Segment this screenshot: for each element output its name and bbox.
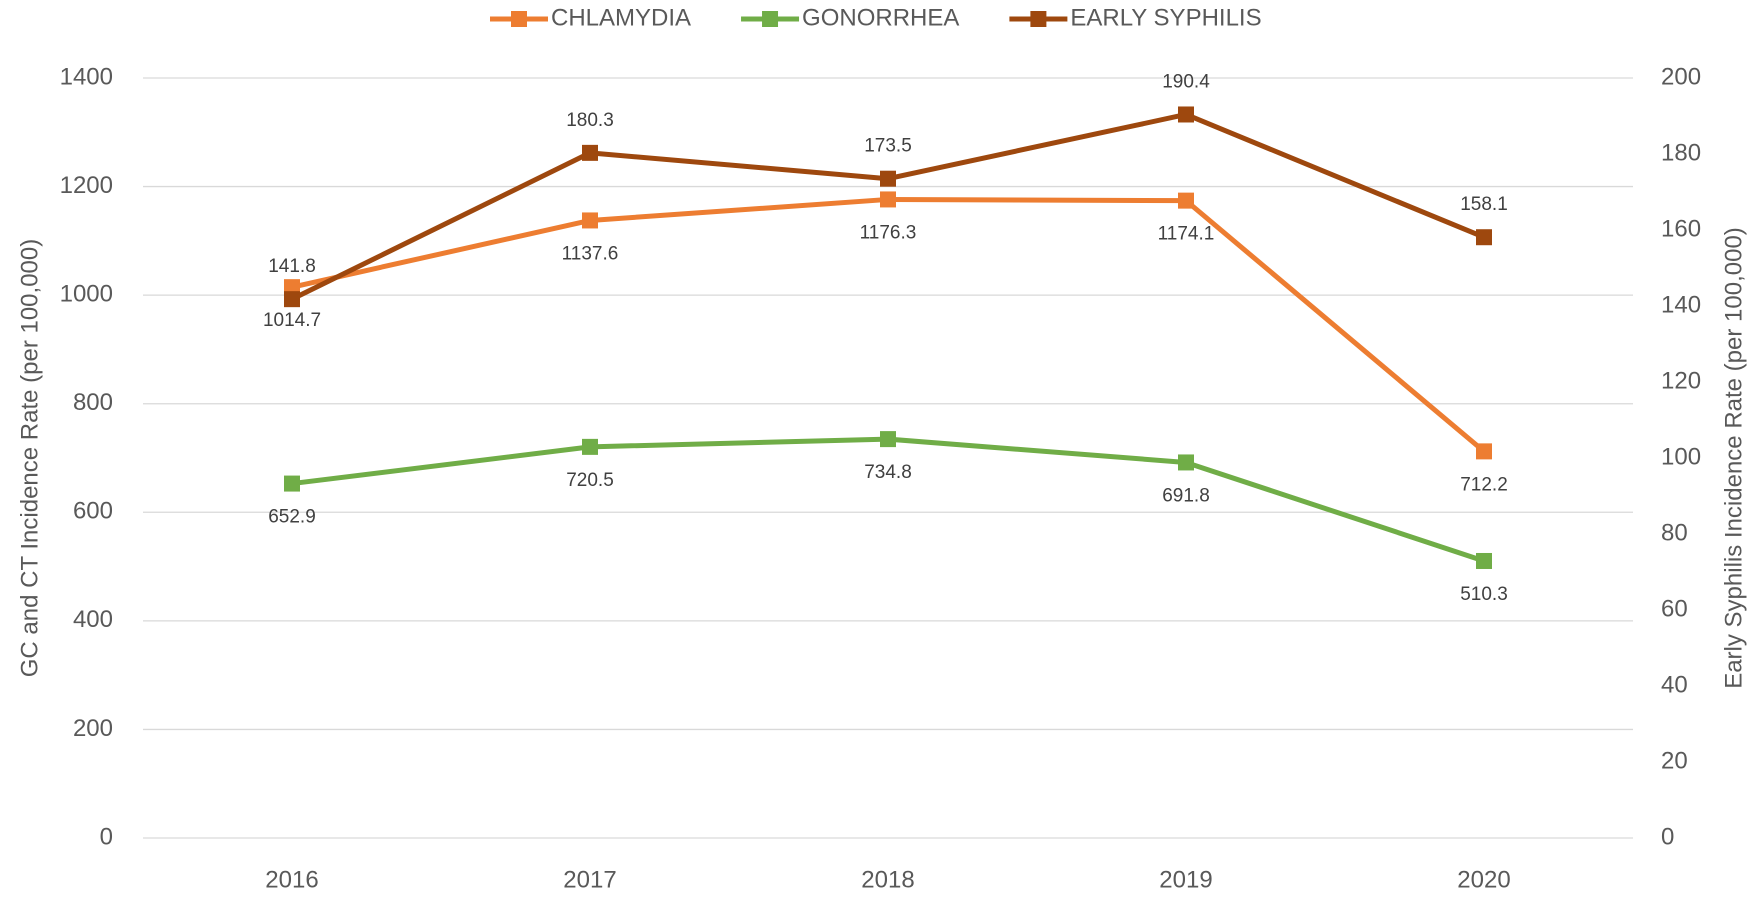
y-tick-label: 1200: [60, 172, 113, 199]
series-marker: [1476, 443, 1492, 460]
x-tick-label: 2017: [563, 866, 616, 893]
legend-marker: [1030, 11, 1047, 27]
y2-tick-label: 40: [1661, 671, 1688, 698]
series-marker: [1178, 106, 1194, 123]
y-axis-title: GC and CT Incidence Rate (per 100,000): [16, 239, 43, 677]
data-label: 510.3: [1460, 584, 1508, 605]
y-tick-label: 800: [73, 389, 113, 416]
series-marker: [1476, 552, 1492, 569]
series-marker: [1476, 229, 1492, 246]
data-label: 652.9: [268, 507, 316, 528]
series-marker: [1178, 454, 1194, 471]
data-label: 1014.7: [263, 310, 321, 331]
y2-tick-label: 20: [1661, 747, 1688, 774]
data-label: 190.4: [1162, 71, 1210, 92]
series-marker: [582, 438, 598, 455]
series-marker: [284, 475, 300, 492]
series-marker: [1178, 192, 1194, 209]
legend-label: EARLY SYPHILIS: [1070, 4, 1261, 31]
data-label: 1137.6: [562, 243, 619, 264]
x-tick-label: 2016: [265, 866, 318, 893]
legend-marker: [762, 11, 779, 27]
y-tick-label: 1400: [60, 63, 113, 90]
data-label: 180.3: [566, 110, 614, 131]
y-tick-label: 0: [100, 823, 113, 850]
y2-tick-label: 60: [1661, 595, 1688, 622]
y2-tick-label: 160: [1661, 215, 1701, 242]
x-tick-label: 2019: [1159, 866, 1212, 893]
y-tick-label: 400: [73, 606, 113, 633]
data-label: 173.5: [864, 136, 912, 157]
y2-tick-label: 100: [1661, 443, 1701, 470]
data-label: 691.8: [1162, 485, 1210, 506]
legend-marker: [511, 11, 527, 27]
series-marker: [880, 191, 896, 208]
y2-tick-label: 140: [1661, 291, 1701, 318]
y2-tick-label: 200: [1661, 63, 1701, 90]
data-label: 1176.3: [860, 222, 917, 243]
legend-label: CHLAMYDIA: [551, 4, 691, 31]
series-marker: [284, 291, 300, 308]
series-marker: [880, 431, 896, 448]
data-label: 141.8: [268, 256, 316, 277]
y-tick-label: 200: [73, 715, 113, 742]
data-label: 712.2: [1460, 474, 1508, 495]
legend-label: GONORRHEA: [802, 4, 959, 31]
y2-tick-label: 80: [1661, 519, 1688, 546]
y-tick-label: 1000: [60, 280, 113, 307]
x-tick-label: 2020: [1457, 866, 1510, 893]
y2-axis-title: Early Syphilis Incidence Rate (per 100,0…: [1720, 227, 1747, 689]
data-label: 734.8: [864, 462, 912, 483]
y-tick-label: 600: [73, 498, 113, 525]
x-tick-label: 2018: [861, 866, 914, 893]
series-marker: [582, 144, 598, 161]
series-marker: [880, 170, 896, 187]
y2-tick-label: 0: [1661, 823, 1674, 850]
data-label: 720.5: [566, 470, 614, 491]
series-marker: [582, 212, 598, 229]
data-label: 1174.1: [1158, 224, 1215, 245]
y2-tick-label: 120: [1661, 367, 1701, 394]
series-line: [291, 436, 1485, 564]
data-label: 158.1: [1460, 194, 1508, 215]
y2-tick-label: 180: [1661, 139, 1701, 166]
